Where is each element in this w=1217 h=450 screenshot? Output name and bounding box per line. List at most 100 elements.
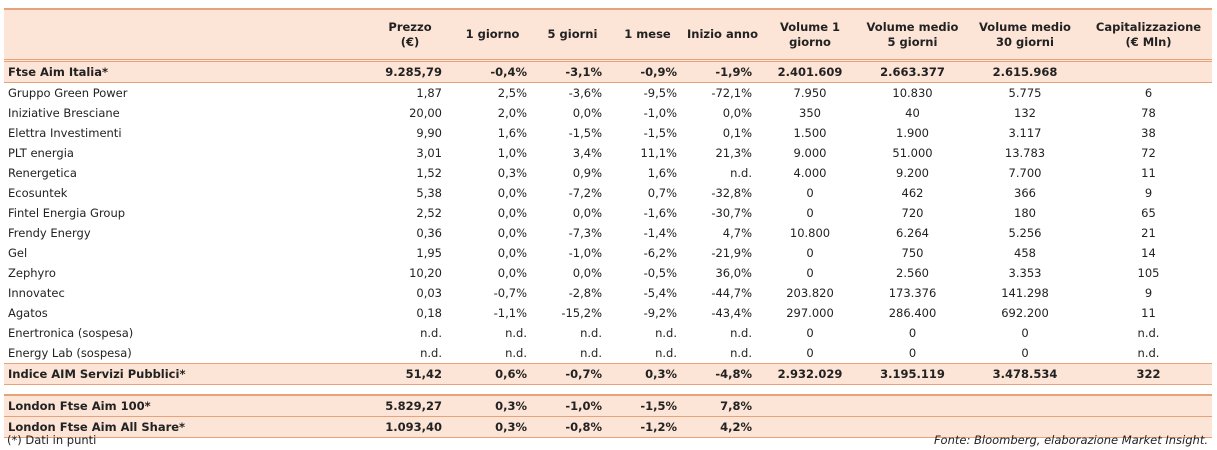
cell: 0 [1021, 326, 1029, 340]
cell: -6,2% [643, 246, 677, 260]
cell: 0,3% [450, 394, 535, 417]
row-name: Iniziative Bresciane [8, 106, 120, 120]
cell: 0,7% [647, 186, 677, 200]
cell: 2,52 [416, 206, 442, 220]
cell: 20,00 [409, 106, 442, 120]
cell: 9.285,79 [370, 60, 450, 83]
cell: -7,2% [568, 186, 602, 200]
cell: 692.200 [1001, 306, 1049, 320]
cell: 0,1% [722, 126, 752, 140]
row-name: Ecosuntek [8, 186, 68, 200]
cell: n.d. [730, 346, 752, 360]
cell: 5.775 [1008, 86, 1042, 100]
cell: 0 [806, 186, 814, 200]
cell: -72,1% [711, 86, 752, 100]
cell: n.d. [580, 346, 602, 360]
cell: -4,8% [685, 363, 760, 385]
cell: n.d. [505, 346, 527, 360]
column-header: Volume 1 giorno [760, 8, 860, 62]
cell: n.d. [730, 326, 752, 340]
cell: 720 [901, 206, 924, 220]
cell: 21 [1141, 226, 1156, 240]
cell: -9,5% [643, 86, 677, 100]
table-row: Frendy Energy 0,36 0,0% -7,3% -1,4% 4,7% 10.80… [4, 223, 1212, 243]
cell: n.d. [655, 326, 677, 340]
cell: 11,1% [640, 146, 677, 160]
cell: -0,8% [535, 416, 610, 438]
cell: 0 [908, 346, 917, 360]
cell: -43,4% [711, 306, 752, 320]
row-name: Indice AIM Servizi Pubblici* [4, 363, 370, 385]
column-header: 5 giorni [535, 8, 610, 62]
cell: 0,3% [497, 166, 527, 180]
cell: -1,0% [643, 106, 677, 120]
cell: n.d. [1137, 346, 1160, 360]
cell: 0 [806, 326, 814, 340]
spacer-cell [4, 385, 1212, 396]
table-row: PLT energia 3,01 1,0% 3,4% 11,1% 21,3% 9.000 51… [4, 143, 1212, 163]
cell [1085, 60, 1212, 83]
cell: 203.820 [786, 286, 834, 300]
cell: 36,0% [715, 266, 752, 280]
cell: -0,4% [450, 60, 535, 83]
table-row: Renergetica 1,52 0,3% 0,9% 1,6% n.d. 4.000 9.20… [4, 163, 1212, 183]
cell: 366 [1014, 186, 1036, 200]
cell: 3.478.534 [965, 363, 1085, 385]
cell: 1,87 [416, 86, 442, 100]
row-name: Gruppo Green Power [8, 86, 128, 100]
row-name: Fintel Energia Group [8, 206, 126, 220]
cell: -1,1% [493, 306, 527, 320]
row-name: Elettra Investimenti [8, 126, 122, 140]
table-row: Elettra Investimenti 9,90 1,6% -1,5% -1,5% 0,… [4, 123, 1212, 143]
cell: 2.663.377 [860, 60, 965, 83]
cell: 5.256 [1008, 226, 1042, 240]
cell: 4,7% [722, 226, 752, 240]
cell: 72 [1141, 146, 1156, 160]
cell: 1.093,40 [370, 416, 450, 438]
cell: 0,0% [497, 186, 527, 200]
cell: 4,2% [685, 416, 760, 438]
cell: -1,2% [610, 416, 685, 438]
cell: n.d. [505, 326, 527, 340]
cell: 0 [908, 326, 917, 340]
cell: 13.783 [1004, 146, 1046, 160]
cell: 51,42 [370, 363, 450, 385]
header-row: Prezzo (€) 1 giorno 5 giorni 1 mese Inizio a… [4, 8, 1212, 62]
row-name: Frendy Energy [8, 226, 91, 240]
cell [760, 394, 860, 417]
table-row: Ftse Aim Italia* 9.285,79 -0,4% -3,1% -0,9% -… [4, 60, 1212, 83]
cell: 0 [1021, 346, 1029, 360]
table-row: Ecosuntek 5,38 0,0% -7,2% 0,7% -32,8% 0 462 366 9 [4, 183, 1212, 203]
market-table: Prezzo (€) 1 giorno 5 giorni 1 mese Inizio a… [4, 8, 1212, 438]
column-header: 1 giorno [450, 8, 535, 62]
cell [1085, 394, 1212, 417]
row-name: Energy Lab (sospesa) [8, 346, 132, 360]
cell: -0,9% [610, 60, 685, 83]
cell: -0,7% [535, 363, 610, 385]
cell: n.d. [420, 346, 442, 360]
cell: 0 [806, 266, 814, 280]
column-header: Volume medio 5 giorni [860, 8, 965, 62]
cell: 750 [901, 246, 924, 260]
cell: 0,36 [416, 226, 442, 240]
cell: n.d. [580, 326, 602, 340]
spacer [4, 385, 1212, 396]
row-name: Ftse Aim Italia* [4, 60, 370, 83]
cell: 2.615.968 [965, 60, 1085, 83]
cell: 0,6% [450, 363, 535, 385]
cell: 0,3% [610, 363, 685, 385]
cell: 322 [1085, 363, 1212, 385]
row-name: Enertronica (sospesa) [8, 326, 134, 340]
cell: 105 [1137, 266, 1160, 280]
cell: 9 [1144, 186, 1153, 200]
table-row: Innovatec 0,03 -0,7% -2,8% -5,4% -44,7% 203.82… [4, 283, 1212, 303]
cell [760, 416, 860, 438]
cell: 0,0% [497, 206, 527, 220]
row-name: PLT energia [8, 146, 74, 160]
cell: 286.400 [888, 306, 937, 320]
column-header: Capitalizzazione (€ Mln) [1085, 8, 1212, 62]
cell: 173.376 [888, 286, 937, 300]
cell: 78 [1141, 106, 1156, 120]
cell: 3.195.119 [860, 363, 965, 385]
cell: 2.932.029 [760, 363, 860, 385]
